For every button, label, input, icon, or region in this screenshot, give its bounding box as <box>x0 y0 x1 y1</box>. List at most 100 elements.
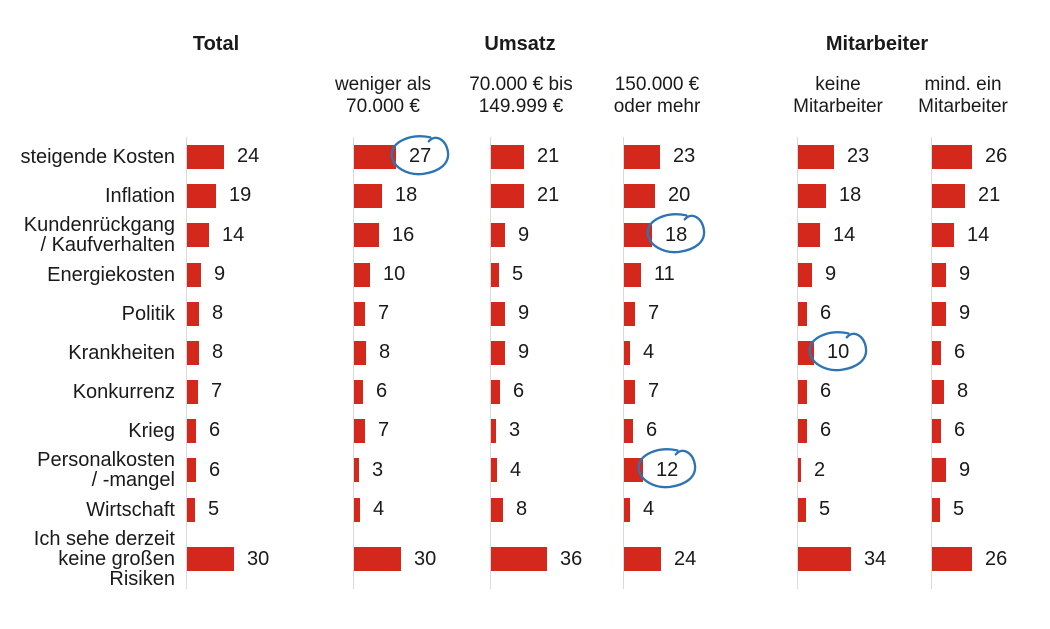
bar-cell-2: 10 <box>353 255 490 294</box>
bar <box>187 144 224 169</box>
bar <box>491 183 524 208</box>
bar <box>354 340 366 365</box>
value-label: 9 <box>825 263 837 285</box>
chart-row: steigende Kosten 24 27 21 23 23 26 <box>0 134 1050 176</box>
bar-cell-1: 6 <box>186 411 353 450</box>
value-label-wrap: 14 <box>222 224 244 247</box>
bar <box>491 223 505 247</box>
bar-cell-5: 18 <box>797 176 931 215</box>
value-label-wrap: 8 <box>379 341 390 364</box>
value-label-wrap: 4 <box>373 498 384 521</box>
value-label: 6 <box>820 380 832 402</box>
bar <box>187 547 234 571</box>
bar <box>932 458 946 482</box>
bar-cell-2: 7 <box>353 411 490 450</box>
bar-cell-1: 8 <box>186 333 353 372</box>
value-label-wrap: 14 <box>967 224 989 247</box>
value-label: 23 <box>673 145 696 167</box>
value-label: 6 <box>954 341 966 363</box>
row-label: Personalkosten / -mangel <box>37 449 175 491</box>
value-label-wrap: 19 <box>229 184 251 207</box>
group-header-total: Total <box>192 33 240 55</box>
value-label-wrap: 10 <box>383 263 405 286</box>
value-label: 3 <box>509 419 521 441</box>
bar <box>798 340 814 365</box>
column-group-spacer <box>758 490 797 529</box>
bar <box>798 379 807 404</box>
value-label: 4 <box>643 498 655 520</box>
value-label: 7 <box>378 419 390 441</box>
value-label: 18 <box>395 184 418 206</box>
bar <box>354 144 396 169</box>
value-label-wrap: 4 <box>510 459 521 482</box>
bar-cell-1: 7 <box>186 372 353 411</box>
column-header-mind-ein-mitarbeiter: mind. ein Mitarbeiter <box>918 74 1008 117</box>
value-label-wrap: 6 <box>209 419 220 442</box>
value-label-wrap: 7 <box>378 302 389 325</box>
value-label-wrap: 7 <box>648 302 659 325</box>
column-group-spacer <box>758 450 797 490</box>
value-label-wrap: 3 <box>509 419 520 442</box>
bar-cell-4: 7 <box>623 372 758 411</box>
value-label: 20 <box>668 184 691 206</box>
value-label: 6 <box>954 419 966 441</box>
value-label-wrap: 6 <box>820 380 831 403</box>
value-label-wrap: 36 <box>560 548 582 571</box>
value-label: 9 <box>518 302 530 324</box>
bar-cell-2: 4 <box>353 490 490 529</box>
value-label: 36 <box>560 547 583 570</box>
bar <box>932 497 940 522</box>
value-label: 27 <box>409 145 432 167</box>
value-label-wrap: 6 <box>820 302 831 325</box>
value-label-wrap: 7 <box>211 380 222 403</box>
column-group-spacer <box>758 333 797 372</box>
bar <box>491 379 500 404</box>
row-label: Ich sehe derzeit keine großen Risiken <box>33 528 175 590</box>
column-group-spacer <box>758 137 797 176</box>
bar-cell-1: 9 <box>186 255 353 294</box>
value-label: 2 <box>814 458 826 481</box>
value-label-wrap: 6 <box>513 380 524 403</box>
value-label-wrap: 18 <box>646 213 706 254</box>
row-label: Konkurrenz <box>72 380 175 403</box>
bar <box>932 223 954 247</box>
bar-cell-2: 16 <box>353 215 490 255</box>
value-label-wrap: 30 <box>247 548 269 571</box>
value-label-wrap: 6 <box>954 341 965 364</box>
value-label-wrap: 11 <box>654 263 675 286</box>
value-label: 7 <box>211 380 223 402</box>
row-label: Politik <box>121 302 175 325</box>
bar <box>624 547 661 571</box>
bar-cell-4: 7 <box>623 294 758 333</box>
value-label: 26 <box>985 547 1008 570</box>
bar <box>932 547 972 571</box>
value-label-wrap: 6 <box>376 380 387 403</box>
bar-cell-6: 6 <box>931 333 1050 372</box>
column-group-spacer <box>758 215 797 255</box>
bar-cell-4: 11 <box>623 255 758 294</box>
value-label: 8 <box>957 380 969 402</box>
bar <box>932 418 941 443</box>
value-label: 24 <box>674 547 697 570</box>
value-label: 30 <box>414 547 437 570</box>
bar-cell-2: 27 <box>353 134 490 176</box>
value-label-wrap: 21 <box>537 184 559 207</box>
bar <box>354 458 359 482</box>
value-label-wrap: 9 <box>214 263 225 286</box>
bar-cell-2: 7 <box>353 294 490 333</box>
value-label-wrap: 8 <box>212 302 223 325</box>
chart-row: Personalkosten / -mangel 6 3 4 12 2 9 <box>0 448 1050 491</box>
column-group-spacer <box>758 294 797 333</box>
value-label: 34 <box>864 547 887 570</box>
bar-cell-2: 18 <box>353 176 490 215</box>
value-label-wrap: 6 <box>646 419 657 442</box>
value-label: 12 <box>656 458 679 481</box>
bar <box>187 340 199 365</box>
value-label: 6 <box>209 419 221 441</box>
bar-cell-5: 10 <box>797 330 931 372</box>
column-group-spacer <box>758 372 797 411</box>
value-label: 21 <box>537 184 560 206</box>
row-label: Kundenrückgang / Kaufverhalten <box>23 214 175 256</box>
value-label-wrap: 9 <box>518 341 529 364</box>
bar <box>798 547 851 571</box>
